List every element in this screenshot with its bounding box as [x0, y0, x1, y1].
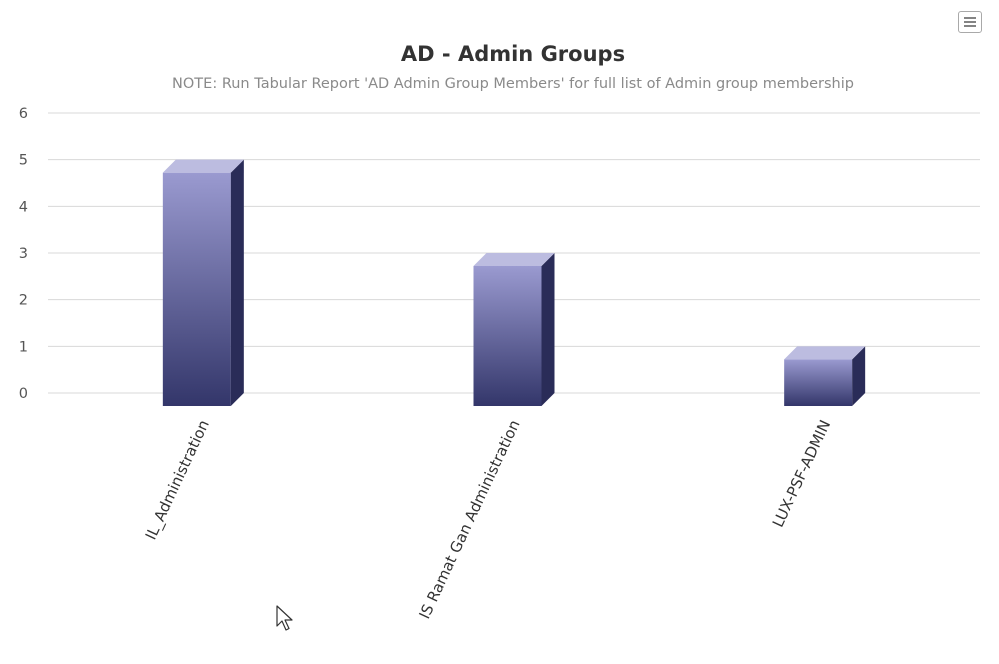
- bars: [162, 159, 866, 406]
- y-tick-label: 0: [19, 386, 28, 402]
- bar-top: [473, 253, 555, 266]
- y-tick-label: 6: [19, 106, 28, 122]
- bar-front: [784, 359, 853, 406]
- bar-top: [784, 346, 866, 360]
- bar-front: [473, 266, 542, 406]
- y-tick-label: 1: [19, 339, 28, 355]
- y-tick-label: 3: [19, 246, 28, 262]
- bar-side: [230, 159, 244, 406]
- bar[interactable]: [473, 253, 555, 406]
- mouse-cursor-icon: [276, 605, 293, 631]
- chart-subtitle: NOTE: Run Tabular Report 'AD Admin Group…: [172, 76, 854, 92]
- y-tick-label: 2: [19, 293, 28, 309]
- bar[interactable]: [162, 159, 244, 406]
- x-category-label: IL_Administration: [142, 417, 214, 543]
- bar[interactable]: [784, 346, 866, 406]
- bar-top: [162, 159, 244, 173]
- y-axis-ticks: 0 1 2 3 4 5 6: [19, 106, 28, 402]
- x-category-label: IS Ramat Gan Administration: [415, 417, 523, 622]
- bar-side: [541, 253, 555, 406]
- y-tick-label: 5: [19, 153, 28, 169]
- bar-front: [162, 172, 231, 406]
- bar-side: [852, 346, 866, 406]
- x-category-label: LUX-PSF-ADMIN: [769, 417, 834, 530]
- y-tick-label: 4: [19, 199, 28, 215]
- hamburger-menu-icon: [964, 17, 976, 27]
- chart-menu-button[interactable]: [958, 11, 982, 33]
- x-axis-labels: IL_Administration IS Ramat Gan Administra…: [142, 417, 835, 622]
- chart-title: AD - Admin Groups: [400, 42, 626, 66]
